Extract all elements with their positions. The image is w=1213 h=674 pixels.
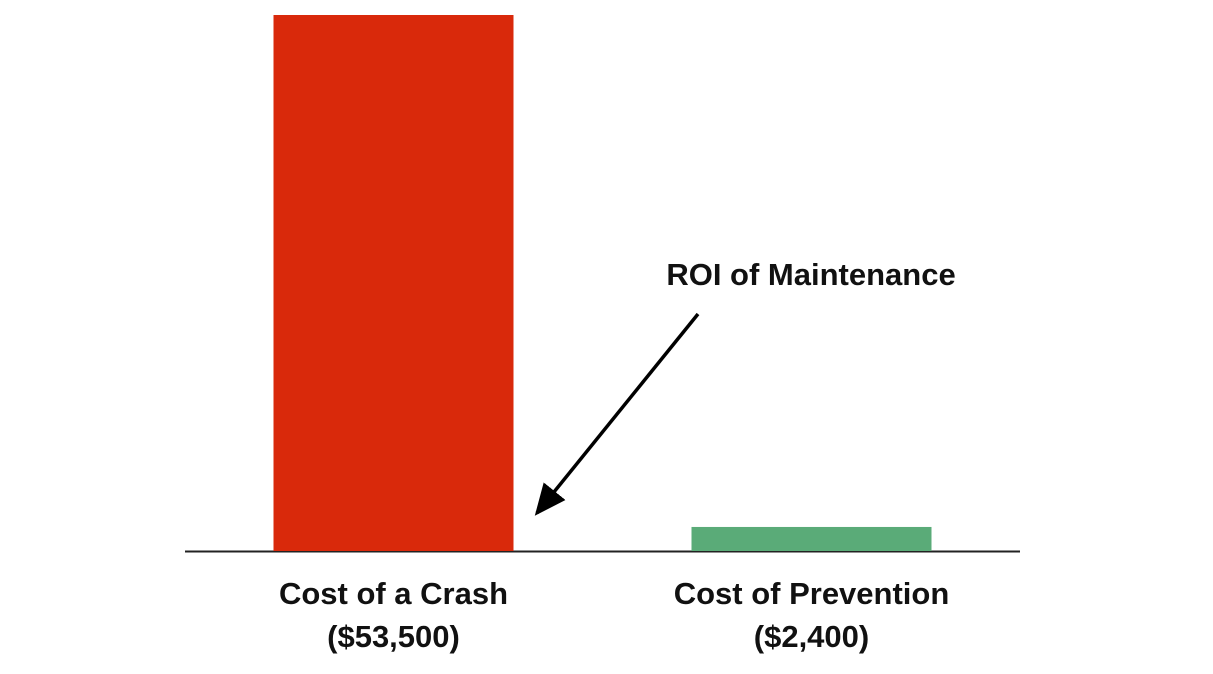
category-label: Cost of Prevention	[674, 576, 950, 611]
category-label: Cost of a Crash	[279, 576, 508, 611]
value-label: ($53,500)	[327, 619, 460, 654]
annotation-arrow	[534, 312, 700, 516]
bar	[273, 15, 514, 551]
annotation: ROI of Maintenance	[666, 257, 955, 292]
bar	[691, 526, 932, 551]
value-label: ($2,400)	[754, 619, 869, 654]
